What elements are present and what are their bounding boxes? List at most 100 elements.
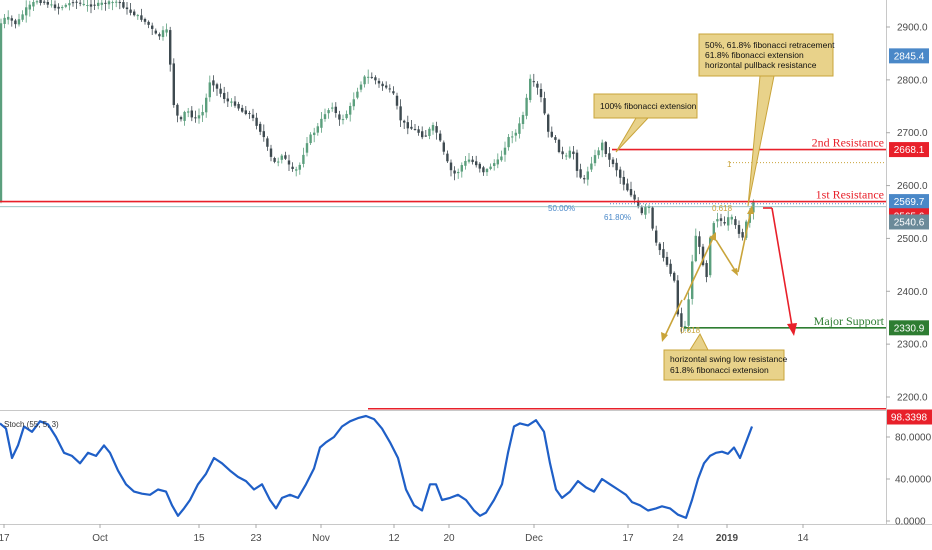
candle-body	[377, 80, 381, 84]
gold-arrowhead-4	[747, 205, 754, 214]
candle-body	[464, 160, 467, 166]
candle-body	[460, 165, 463, 172]
candle-body	[241, 107, 244, 112]
candle-body	[410, 126, 413, 129]
badge-top-bg	[889, 48, 929, 64]
candle-body	[446, 153, 449, 162]
candle-body	[169, 30, 172, 65]
candle-body	[316, 126, 319, 133]
candle-body	[521, 114, 525, 125]
candle-body	[626, 183, 629, 191]
candle-body	[233, 101, 237, 106]
ext-0618-top-label: 0.618	[712, 204, 733, 213]
candle-body	[39, 0, 42, 4]
candle-body	[21, 14, 24, 20]
candle-body	[269, 148, 273, 157]
candle-body	[118, 1, 121, 4]
badge-2nd-value: 2668.1	[894, 145, 925, 156]
candle-body	[10, 18, 13, 21]
candle-body	[345, 113, 348, 119]
candle-body	[547, 114, 550, 132]
candle-body	[327, 110, 330, 114]
candle-body	[392, 91, 395, 94]
candle-body	[734, 219, 737, 226]
candle-body	[640, 207, 643, 214]
candle-body	[370, 76, 373, 78]
badge-support-value: 2330.9	[894, 323, 925, 334]
candle-body	[28, 4, 31, 10]
candle-body	[727, 217, 730, 226]
candle-body	[503, 147, 507, 155]
price-tick-label: 2300.0	[897, 340, 928, 351]
candle-body	[190, 110, 193, 118]
candle-body	[752, 201, 755, 213]
fib-50-label: 50.00%	[548, 204, 575, 213]
candle-body	[457, 171, 460, 174]
candle-body	[698, 236, 701, 247]
candle-body	[586, 171, 589, 180]
candle-body	[701, 246, 705, 266]
candle-body	[421, 131, 424, 138]
candle-body	[75, 1, 78, 3]
candle-body	[428, 128, 431, 137]
candle-body	[424, 135, 427, 137]
candle-body	[431, 125, 435, 131]
candle-body	[349, 105, 352, 115]
candle-body	[676, 280, 679, 315]
candle-body	[615, 162, 618, 171]
candle-body	[489, 166, 492, 169]
candle-body	[93, 4, 96, 6]
time-tick-label: 14	[797, 533, 809, 544]
candle-body	[115, 1, 118, 3]
time-tick-label: 15	[193, 533, 205, 544]
candle-body	[719, 218, 723, 221]
time-tick-label: 17	[0, 533, 10, 544]
badge-support-bg	[889, 320, 929, 336]
candle-body	[61, 7, 64, 9]
candle-body	[219, 88, 222, 94]
price-tick-label: 2700.0	[897, 128, 928, 139]
candle-body	[511, 136, 514, 138]
candle-body	[352, 99, 355, 107]
candle-body	[637, 200, 640, 206]
gold-arrow-2	[683, 235, 715, 301]
price-tick-label: 2500.0	[897, 234, 928, 245]
candle-body	[525, 97, 528, 116]
candle-body	[493, 163, 496, 167]
note-left-top-line-0: 100% fibonacci extension	[600, 101, 697, 111]
note-right-top-box	[698, 33, 834, 77]
candle-body	[183, 111, 186, 121]
candle-body	[154, 30, 157, 34]
candle-body	[298, 164, 301, 170]
badge-stoch-value: 98.3398	[891, 413, 928, 424]
note-right-top-line-1: 61.8% fibonacci extension	[705, 50, 804, 60]
projection-arrowhead	[787, 323, 797, 336]
note-right-top-line-2: horizontal pullback resistance	[705, 60, 817, 70]
candle-body	[705, 263, 708, 278]
candle-body	[633, 194, 636, 200]
gold-swing-arrows	[661, 205, 754, 342]
candle-body	[338, 114, 341, 120]
badge-1st-bg	[889, 194, 929, 210]
candle-body	[122, 2, 125, 8]
candle-body	[68, 3, 71, 6]
candle-body	[500, 156, 503, 161]
stoch-panel	[0, 411, 886, 524]
candle-body	[601, 142, 604, 151]
projection-arrow	[763, 207, 797, 336]
fib-618-label: 61.80%	[604, 213, 631, 222]
candle-body	[496, 159, 499, 165]
stoch-indicator-name: Stoch (55, 5, 3)	[4, 420, 59, 429]
candle-body	[230, 101, 233, 103]
time-tick-label: Dec	[525, 533, 543, 544]
gold-arrow-4	[737, 209, 752, 273]
price-tick-label: 2200.0	[897, 393, 928, 404]
candle-body	[309, 134, 312, 144]
price-tick-label: 2900.0	[897, 23, 928, 34]
candle-body	[143, 18, 147, 22]
candle-body	[730, 216, 733, 220]
candle-body	[518, 123, 521, 134]
candle-body	[266, 138, 269, 147]
second-resistance-label: 2nd Resistance	[812, 136, 884, 150]
candle-body	[194, 117, 197, 119]
